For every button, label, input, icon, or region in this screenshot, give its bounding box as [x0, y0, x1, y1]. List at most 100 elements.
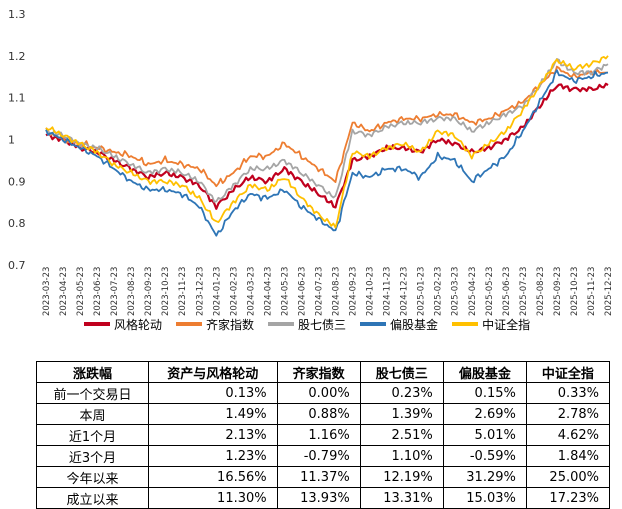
legend-label: 中证全指 [482, 317, 531, 332]
x-tick-label: 2024-08-23 [332, 267, 342, 316]
x-tick-label: 2025-02-23 [434, 267, 444, 316]
y-tick-label: 1 [8, 134, 15, 147]
table-cell: 0.15% [442, 382, 527, 404]
x-tick-label: 2023-12-23 [195, 267, 205, 316]
table-row: 近1个月 2.13% 1.16% 2.51% 5.01% 4.62% [36, 424, 611, 446]
x-tick-label: 2023-05-23 [76, 267, 86, 316]
table-cell: 25.00% [525, 466, 611, 488]
series-line-0 [45, 82, 609, 210]
header-cell: 偏股基金 [442, 361, 527, 383]
y-tick-label: 1.2 [8, 50, 26, 63]
table-cell: 17.23% [525, 487, 611, 509]
x-tick-label: 2024-05-23 [280, 267, 290, 316]
table-cell: 12.19% [359, 466, 444, 488]
row-label: 今年以来 [36, 466, 149, 488]
table-cell: 0.88% [276, 403, 361, 425]
x-tick-label: 2023-08-23 [127, 267, 137, 316]
table-cell: 1.39% [359, 403, 444, 425]
row-label: 近1个月 [36, 424, 149, 446]
table-cell: 1.10% [359, 445, 444, 467]
x-tick-label: 2025-04-23 [468, 267, 478, 316]
y-tick-label: 1.3 [8, 8, 26, 21]
legend-swatch [176, 322, 203, 326]
legend-item: 风格轮动 [84, 316, 162, 333]
table-cell: 1.16% [276, 424, 361, 446]
header-cell: 齐家指数 [276, 361, 361, 383]
table-header-row: 涨跌幅 资产与风格轮动 齐家指数 股七债三 偏股基金 中证全指 [36, 361, 611, 383]
table-cell: 0.23% [359, 382, 444, 404]
legend-swatch [268, 322, 295, 326]
table-cell: 13.31% [359, 487, 444, 509]
table-cell: -0.59% [442, 445, 527, 467]
header-cell: 资产与风格轮动 [147, 361, 278, 383]
x-tick-label: 2025-10-23 [570, 267, 580, 316]
table-cell: 15.03% [442, 487, 527, 509]
table-cell: 0.33% [525, 382, 611, 404]
table-cell: 31.29% [442, 466, 527, 488]
x-tick-label: 2025-12-23 [604, 267, 614, 316]
x-tick-label: 2025-07-23 [519, 267, 529, 316]
x-tick-label: 2024-01-23 [212, 267, 222, 316]
y-tick-label: 1.1 [8, 92, 26, 105]
series-lines [45, 55, 609, 237]
y-axis: 0.7 0.8 0.9 1 1.1 1.2 1.3 [8, 8, 26, 272]
table-cell: 4.62% [525, 424, 611, 446]
x-tick-label: 2025-01-23 [417, 267, 427, 316]
x-tick-label: 2024-02-23 [229, 267, 239, 316]
row-label: 近3个月 [36, 445, 149, 467]
series-line-4 [45, 55, 609, 229]
legend-item: 偏股基金 [360, 316, 438, 333]
legend-item: 股七债三 [268, 316, 346, 333]
table-cell: 2.13% [147, 424, 278, 446]
table-row: 前一个交易日 0.13% 0.00% 0.23% 0.15% 0.33% [36, 382, 611, 404]
table-cell: 1.49% [147, 403, 278, 425]
x-tick-label: 2024-03-23 [246, 267, 256, 316]
series-line-2 [45, 58, 609, 203]
x-tick-label: 2023-06-23 [93, 267, 103, 316]
legend-item: 齐家指数 [176, 316, 254, 333]
table-cell: 0.13% [147, 382, 278, 404]
chart-legend: 风格轮动 齐家指数 股七债三 偏股基金 中证全指 [84, 314, 544, 334]
y-tick-label: 0.7 [8, 259, 26, 272]
x-tick-label: 2024-06-23 [297, 267, 307, 316]
table-row: 近3个月 1.23% -0.79% 1.10% -0.59% 1.84% [36, 445, 611, 467]
header-cell: 中证全指 [525, 361, 611, 383]
x-tick-label: 2025-08-23 [536, 267, 546, 316]
x-tick-label: 2023-04-23 [59, 267, 69, 316]
table-row: 成立以来 11.30% 13.93% 13.31% 15.03% 17.23% [36, 487, 611, 509]
legend-label: 股七债三 [298, 317, 347, 332]
table-cell: 11.37% [276, 466, 361, 488]
x-axis: 2023-03-23 2023-04-23 2023-05-23 2023-06-23… [42, 267, 614, 316]
table-cell: 2.51% [359, 424, 444, 446]
legend-label: 偏股基金 [390, 317, 439, 332]
x-tick-label: 2023-10-23 [161, 267, 171, 316]
table-cell: 5.01% [442, 424, 527, 446]
table-cell: 1.23% [147, 445, 278, 467]
x-tick-label: 2023-07-23 [110, 267, 120, 316]
header-cell: 股七债三 [359, 361, 444, 383]
table-cell: 16.56% [147, 466, 278, 488]
legend-label: 风格轮动 [114, 317, 163, 332]
legend-label: 齐家指数 [206, 317, 255, 332]
y-tick-label: 0.8 [8, 217, 26, 230]
x-tick-label: 2024-07-23 [314, 267, 324, 316]
legend-swatch [360, 322, 387, 326]
x-tick-label: 2023-09-23 [144, 267, 154, 316]
x-tick-label: 2024-11-23 [383, 267, 393, 316]
y-tick-label: 0.9 [8, 175, 26, 188]
x-tick-label: 2024-12-23 [400, 267, 410, 316]
x-tick-label: 2023-11-23 [178, 267, 188, 316]
table-cell: 2.69% [442, 403, 527, 425]
performance-table: 涨跌幅 资产与风格轮动 齐家指数 股七债三 偏股基金 中证全指 前一个交易日 0… [36, 361, 611, 509]
legend-swatch [84, 322, 110, 326]
series-line-3 [45, 69, 609, 237]
x-tick-label: 2024-09-23 [349, 267, 359, 316]
legend-swatch [452, 322, 479, 326]
legend-item: 中证全指 [452, 316, 530, 333]
x-tick-label: 2025-06-23 [502, 267, 512, 316]
line-chart: 0.7 0.8 0.9 1 1.1 1.2 1.3 2023-03-23 2023-04-23… [8, 8, 614, 316]
x-tick-label: 2024-04-23 [263, 267, 273, 316]
table-cell: 11.30% [147, 487, 278, 509]
row-label: 本周 [36, 403, 149, 425]
row-label: 前一个交易日 [36, 382, 149, 404]
